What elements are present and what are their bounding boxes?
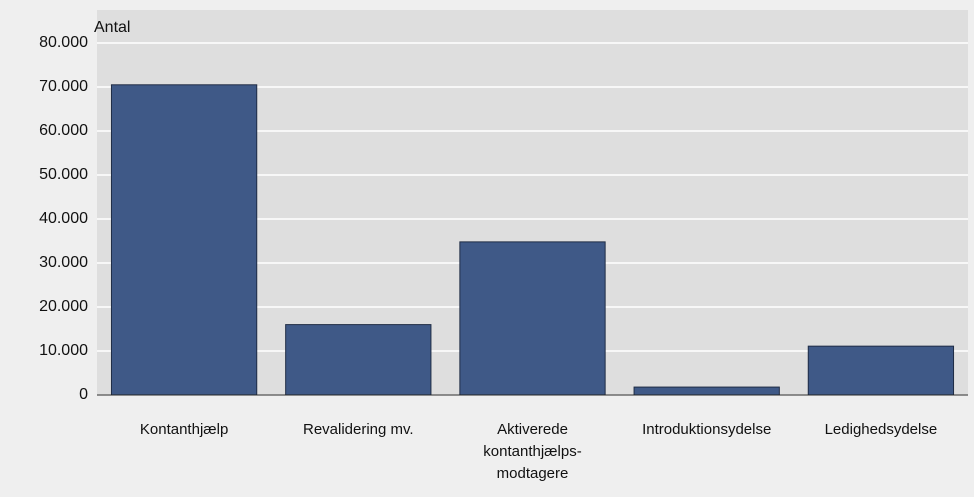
- y-tick-label: 10.000: [39, 342, 88, 359]
- y-tick-label: 20.000: [39, 298, 88, 315]
- bar: [110, 84, 258, 396]
- y-tick-label: 50.000: [39, 166, 88, 183]
- y-tick-label: 70.000: [39, 78, 88, 95]
- y-tick-label: 40.000: [39, 210, 88, 227]
- x-tick-label: Ledighedsydelse: [824, 421, 938, 438]
- y-tick-label: 30.000: [39, 254, 88, 271]
- bar: [285, 324, 432, 396]
- x-tick-label: Kontanthjælp: [139, 421, 229, 438]
- x-tick-label: Aktiverede kontanthjælps-modtagere: [483, 421, 582, 482]
- y-tick-label: 60.000: [39, 122, 88, 139]
- bar: [633, 386, 780, 396]
- x-tick-label: Introduktionsydelse: [642, 421, 772, 438]
- y-tick-label: 80.000: [39, 34, 88, 51]
- bar: [459, 241, 606, 396]
- bar: [807, 345, 955, 396]
- y-tick-label: 0: [79, 386, 88, 403]
- y-axis-label: Antal: [94, 19, 130, 36]
- x-tick-label: Revalidering mv.: [302, 421, 414, 438]
